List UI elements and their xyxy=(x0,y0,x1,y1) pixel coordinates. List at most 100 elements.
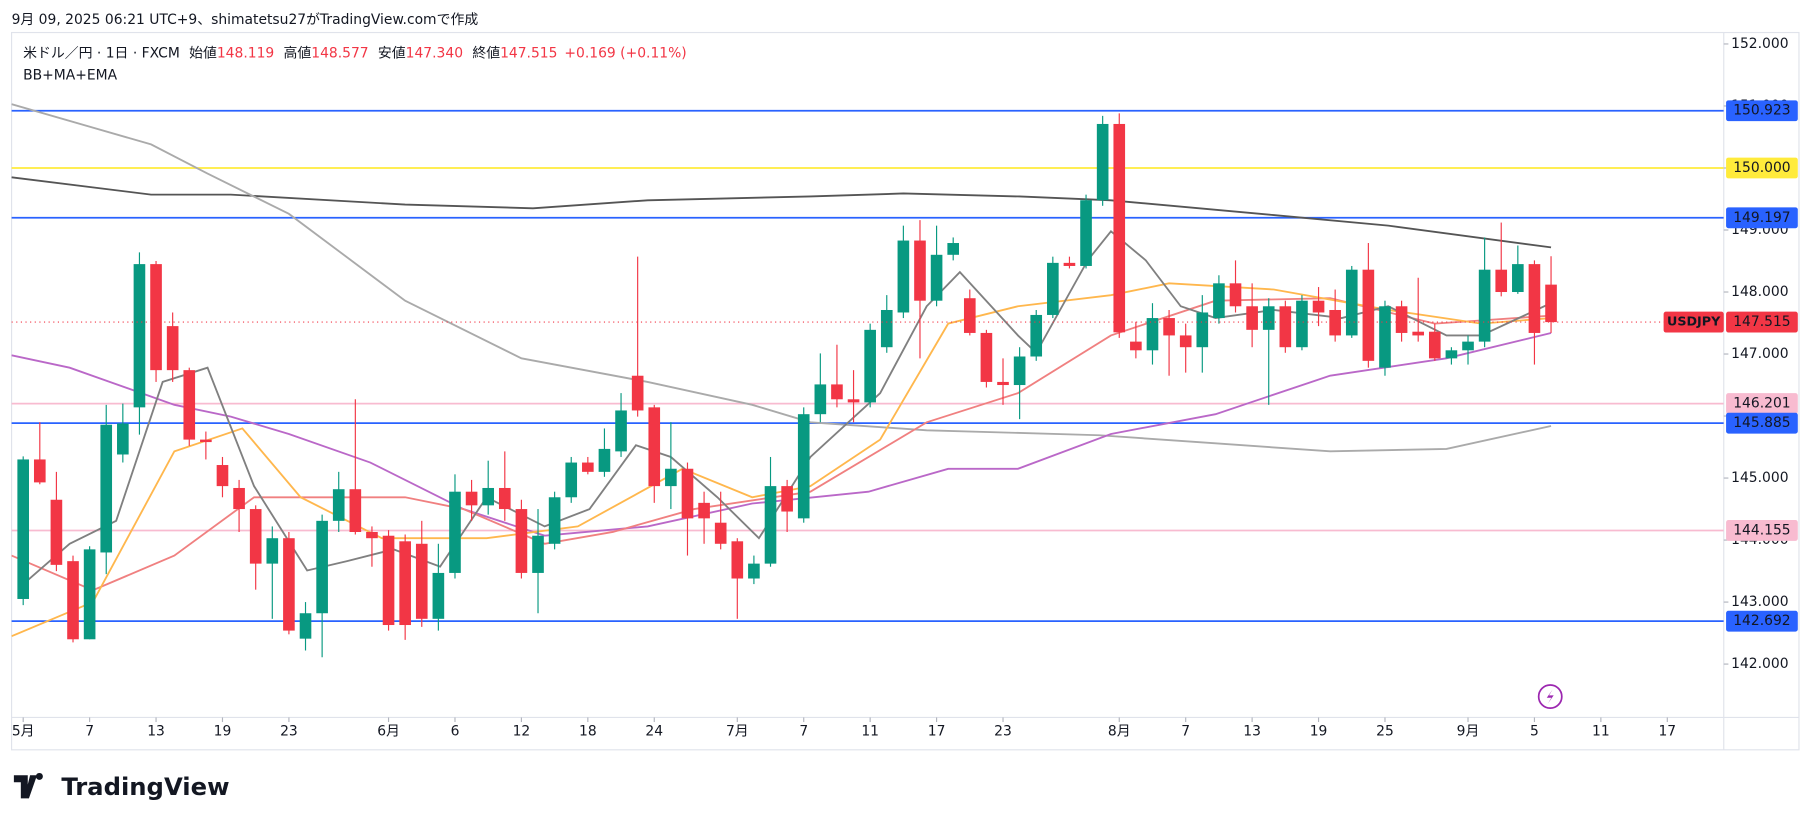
x-tick-label: 7 xyxy=(85,723,94,739)
candle-body xyxy=(598,448,611,472)
x-tick-label: 24 xyxy=(645,723,663,739)
candle-body xyxy=(565,462,578,498)
candle-body xyxy=(1312,300,1325,313)
candle-body xyxy=(83,549,96,640)
candle-body xyxy=(1196,312,1209,348)
candle-body xyxy=(997,381,1009,386)
candle-body xyxy=(332,489,345,521)
candle-body xyxy=(266,538,279,564)
ohlc-value: 147.515 xyxy=(500,45,557,61)
candle-body xyxy=(33,459,46,483)
ohlc-value: 147.340 xyxy=(406,45,463,61)
candle-body xyxy=(1512,264,1524,293)
ohlc-name: 高値 xyxy=(283,44,311,61)
candle-body xyxy=(930,254,943,301)
level-label: 144.155 xyxy=(1733,522,1790,538)
candle-body xyxy=(1113,123,1126,333)
brand: TradingView xyxy=(61,772,229,801)
candle-body xyxy=(1013,356,1026,386)
indicator-line xyxy=(11,297,1552,592)
x-tick-label: 8月 xyxy=(1108,723,1131,739)
candle-body xyxy=(17,459,30,599)
overlay: 142.000143.000144.000145.000146.000147.0… xyxy=(12,36,1798,739)
x-tick-label: 7 xyxy=(1181,723,1190,739)
candle-body xyxy=(150,264,162,371)
candle-body xyxy=(349,489,362,533)
candle-body xyxy=(1478,269,1491,342)
level-label: 145.885 xyxy=(1733,415,1790,431)
change: +0.169 (+0.11%) xyxy=(564,45,686,61)
x-tick-label: 7 xyxy=(799,723,808,739)
candle-body xyxy=(316,520,328,614)
level-label: 142.692 xyxy=(1733,613,1790,629)
x-tick-label: 19 xyxy=(214,723,232,739)
last-price-tag xyxy=(1726,311,1798,333)
x-tick-label: 23 xyxy=(280,723,298,739)
candle-body xyxy=(233,487,245,510)
last-price-label: 147.515 xyxy=(1733,314,1790,330)
candle-body xyxy=(947,243,960,255)
legend-header: 米ドル／円 · 1日 · FXCM 始値148.119 高値148.577 安値147… xyxy=(23,44,687,61)
candle-body xyxy=(498,487,511,510)
candle-body xyxy=(764,486,777,564)
candle-body xyxy=(1130,341,1142,351)
level-label: 150.923 xyxy=(1733,103,1790,119)
level-tag xyxy=(1726,207,1798,229)
candle-body xyxy=(781,486,793,512)
candle-body xyxy=(382,535,395,626)
candle-body xyxy=(1163,318,1175,336)
logo xyxy=(13,772,43,799)
candle-body xyxy=(1428,331,1441,359)
candle-body xyxy=(1528,264,1541,333)
candle-body xyxy=(864,329,876,403)
candle-body xyxy=(1495,269,1508,293)
ohlc-name: 始値 xyxy=(189,45,217,61)
x-tick-label: 18 xyxy=(579,723,597,739)
candle-body xyxy=(1080,200,1092,266)
candle-body xyxy=(797,414,810,519)
candle-body xyxy=(67,561,79,640)
level-label: 146.201 xyxy=(1733,396,1790,412)
x-tick-label: 23 xyxy=(994,723,1012,739)
ohlc-name: 安値 xyxy=(378,45,406,61)
x-tick-label: 5 xyxy=(1530,723,1539,739)
candle-body xyxy=(1279,306,1292,348)
candle-body xyxy=(631,375,644,411)
level-tag xyxy=(1726,100,1798,122)
symbol-label: USDJPY xyxy=(1667,314,1721,329)
candle-body xyxy=(1229,283,1242,307)
x-tick-label: 9月 xyxy=(1457,723,1480,739)
candle-body xyxy=(399,541,411,626)
level-label: 150.000 xyxy=(1733,160,1790,176)
y-tick-label: 147.000 xyxy=(1731,346,1788,362)
lightning-icon xyxy=(1537,684,1563,710)
candle-body xyxy=(283,538,295,631)
frame xyxy=(10,31,1800,751)
candle-body xyxy=(117,423,129,455)
y-tick-label: 148.000 xyxy=(1731,284,1788,300)
candle-body xyxy=(1445,350,1458,359)
candle-body xyxy=(465,491,478,506)
candle-body xyxy=(748,563,760,579)
candle-body xyxy=(1030,314,1043,357)
ohlc-value: 148.577 xyxy=(311,45,368,61)
candle-body xyxy=(731,541,744,579)
symbol-line: 米ドル／円 · 1日 · FXCM xyxy=(23,45,180,61)
candle-body xyxy=(415,543,428,619)
plot-area xyxy=(11,103,1724,658)
x-tick-label: 6月 xyxy=(377,723,400,739)
created-note: 9月 09, 2025 06:21 UTC+9、shimatetsu27がTra… xyxy=(12,12,479,28)
x-tick-label: 13 xyxy=(147,723,165,739)
candle-body xyxy=(831,384,843,400)
candle-body xyxy=(963,298,976,333)
x-tick-label: 12 xyxy=(513,723,531,739)
candle-body xyxy=(366,532,378,539)
candle-body xyxy=(980,332,993,382)
ohlc-name: 終値 xyxy=(472,45,500,61)
x-tick-label: 5月 xyxy=(12,723,35,739)
x-tick-label: 11 xyxy=(1592,723,1610,739)
candle-body xyxy=(532,535,544,573)
indicators-label: BB+MA+EMA xyxy=(23,67,117,83)
